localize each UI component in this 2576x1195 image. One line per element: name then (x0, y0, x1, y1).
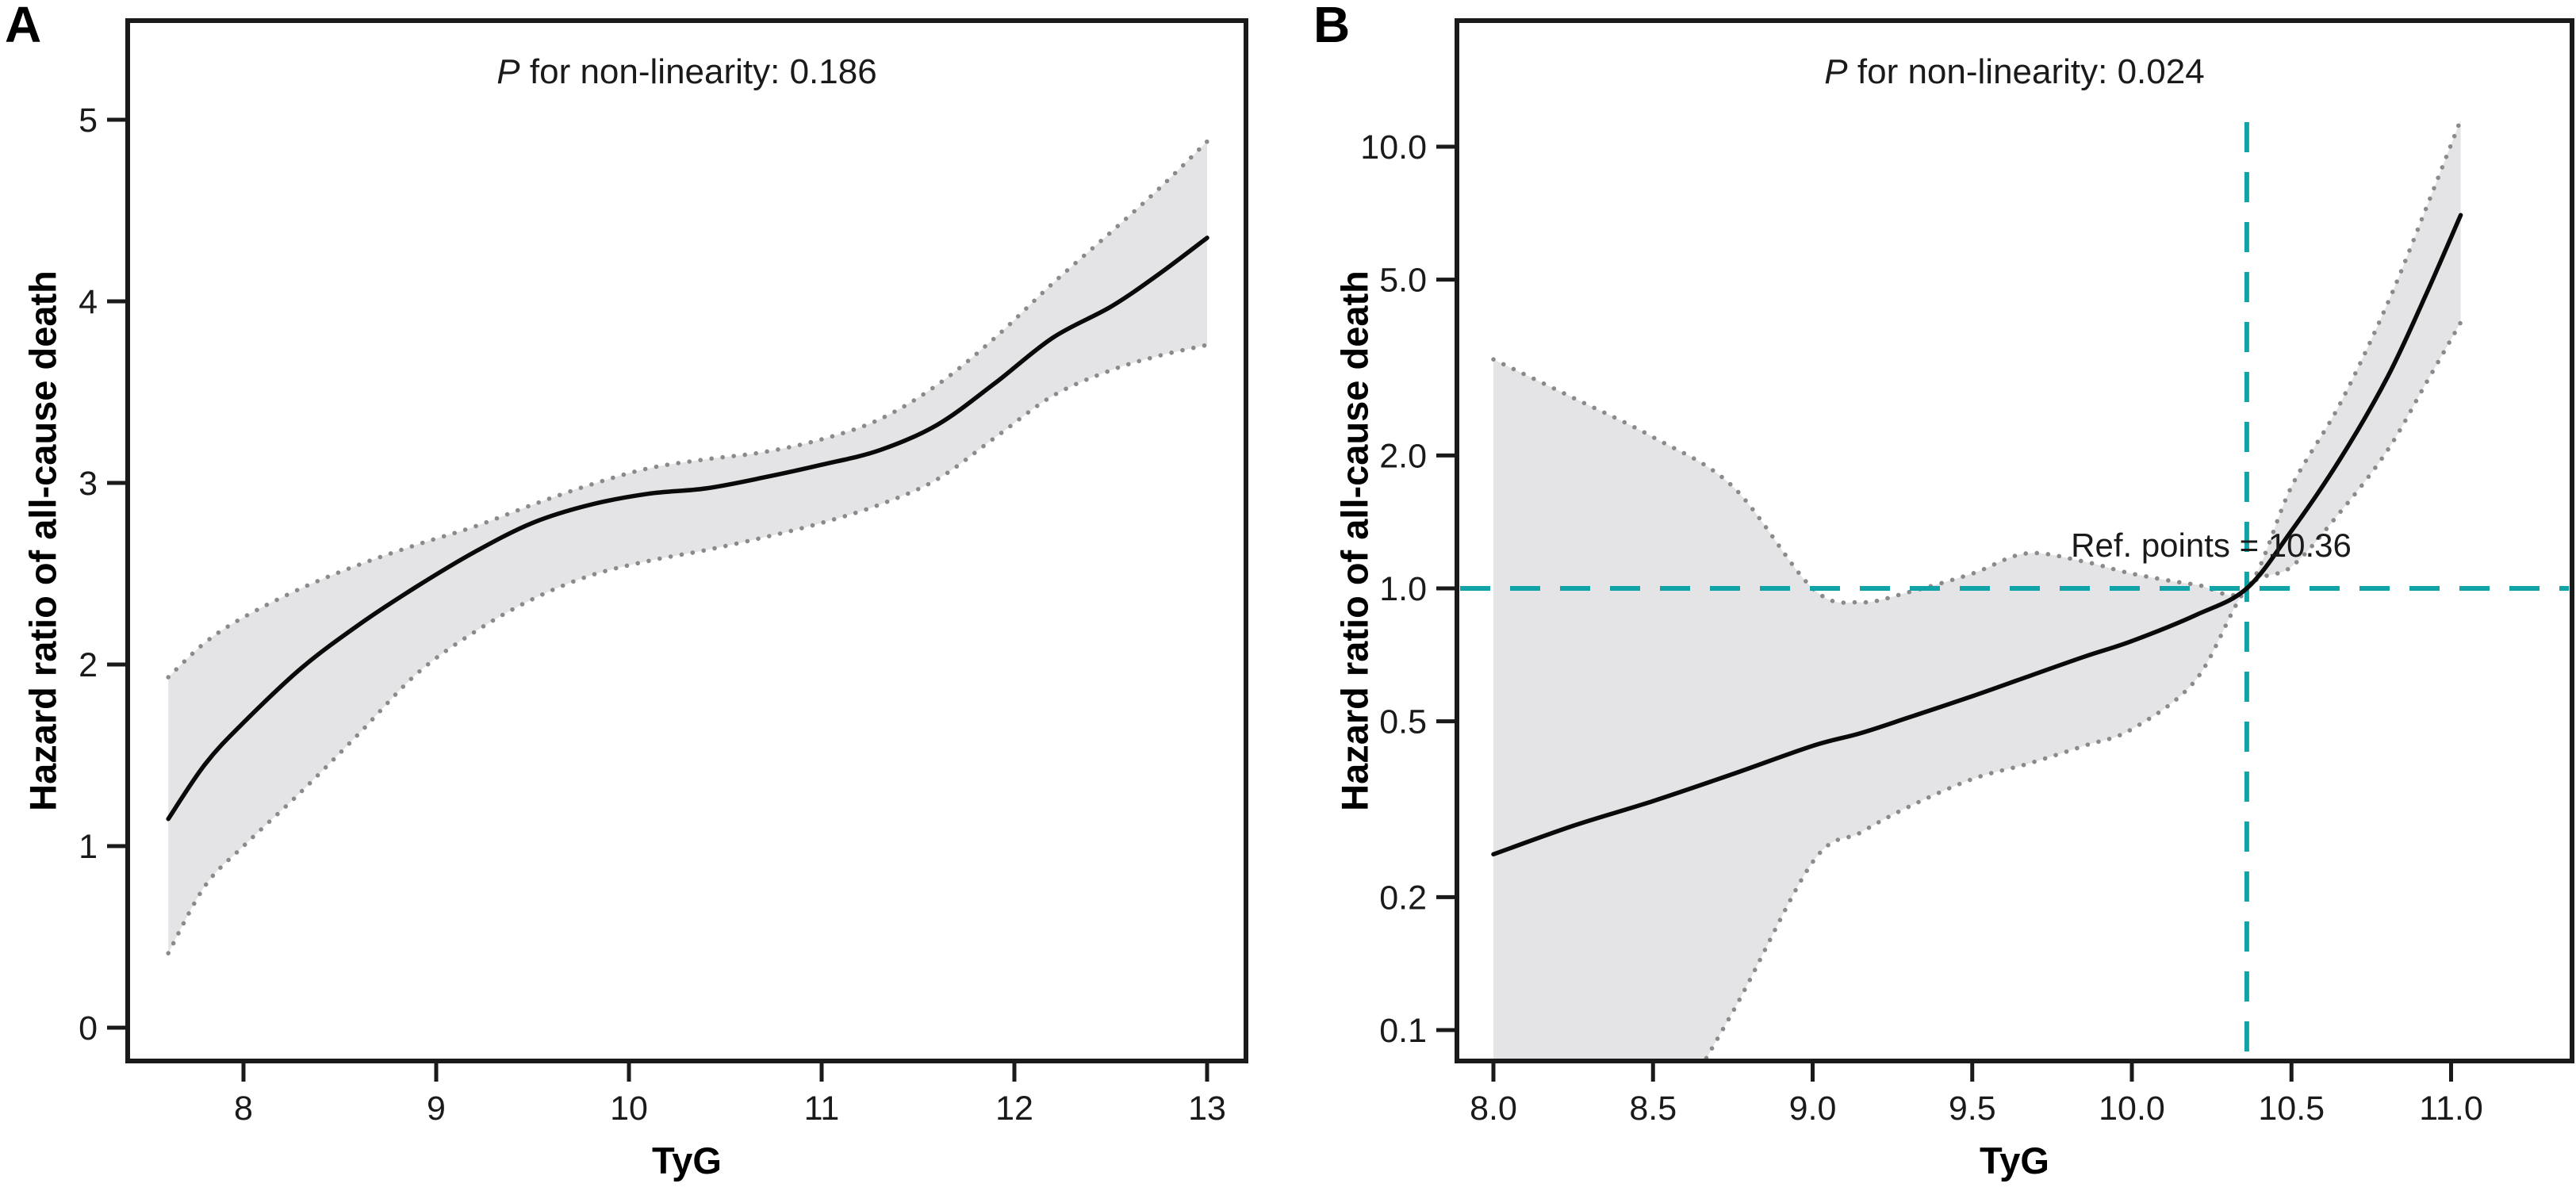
x-tick-label: 9.0 (1789, 1090, 1837, 1128)
panel-b-title-text: for non-linearity: 0.024 (1847, 52, 2205, 91)
ci-lower-dotted-edge (1702, 320, 2463, 1061)
y-tick-label: 0 (79, 1009, 98, 1048)
y-tick-label: 2.0 (1379, 437, 1427, 475)
panel-a-title: P for non-linearity: 0.186 (496, 52, 876, 92)
x-tick-label: 10.5 (2258, 1090, 2325, 1128)
panel-b-title-p: P (1824, 52, 1848, 91)
x-tick-label: 10 (610, 1090, 648, 1128)
y-tick-label: 4 (79, 283, 98, 321)
panel-a-frame (125, 18, 1248, 1063)
x-tick-label: 8.5 (1629, 1090, 1677, 1128)
panel-a-title-text: for non-linearity: 0.186 (519, 52, 877, 91)
x-tick-label: 13 (1188, 1090, 1226, 1128)
hazard-ratio-curve (1491, 213, 2463, 857)
panel-a-title-p: P (496, 52, 520, 91)
y-tick-label: 2 (79, 646, 98, 684)
x-tick-label: 12 (995, 1090, 1033, 1128)
panel-b-frame (1455, 18, 2574, 1063)
ref-point-annotation: Ref. points = 10.36 (2071, 527, 2352, 564)
panel-a-x-axis-title: TyG (652, 1139, 722, 1182)
y-tick-label: 3 (79, 465, 98, 503)
x-tick-label: 8 (234, 1090, 253, 1128)
panel-a-plot-area (166, 139, 1209, 956)
hazard-ratio-curve (166, 236, 1209, 822)
ci-upper-dotted-edge (1491, 117, 2463, 605)
y-tick-label: 10.0 (1360, 128, 1427, 167)
x-tick-label: 9 (427, 1090, 446, 1128)
ci-lower-dotted-edge (166, 343, 1209, 956)
x-tick-label: 9.5 (1949, 1090, 1996, 1128)
confidence-band (1493, 120, 2461, 1061)
confidence-band (168, 141, 1208, 954)
x-tick-label: 11.0 (2419, 1090, 2483, 1128)
y-tick-label: 0.5 (1379, 703, 1427, 741)
panel-b-x-axis-title: TyG (1980, 1139, 2049, 1182)
y-tick-label: 5 (79, 101, 98, 140)
panel-b-plot-area (1460, 117, 2569, 1061)
x-tick-label: 10.0 (2099, 1090, 2165, 1128)
panel-a-y-axis-title: Hazard ratio of all-cause death (21, 270, 64, 811)
panel-b-letter: B (1313, 0, 1351, 53)
y-tick-label: 5.0 (1379, 262, 1427, 300)
y-tick-label: 0.2 (1379, 879, 1427, 917)
panel-b-title: P for non-linearity: 0.024 (1824, 52, 2204, 92)
y-tick-label: 1 (79, 828, 98, 866)
y-tick-label: 0.1 (1379, 1012, 1427, 1050)
ci-upper-dotted-edge (166, 139, 1209, 680)
x-tick-label: 11 (804, 1090, 840, 1128)
y-tick-label: 1.0 (1379, 570, 1427, 608)
x-tick-label: 8.0 (1470, 1090, 1517, 1128)
panel-b-y-axis-title: Hazard ratio of all-cause death (1333, 270, 1376, 811)
panel-a-letter: A (5, 0, 42, 53)
